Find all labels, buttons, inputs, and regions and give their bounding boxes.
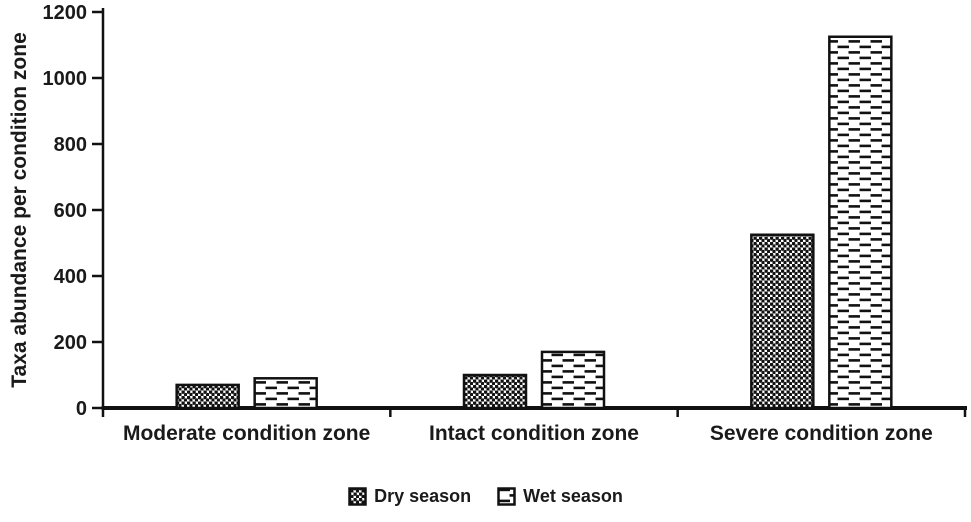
y-tick-label: 1000 (43, 68, 88, 90)
x-category-label: Severe condition zone (710, 422, 933, 445)
y-tick-label: 0 (76, 398, 87, 420)
legend-label: Dry season (374, 485, 472, 506)
legend-item-dry-season: Dry season (348, 486, 471, 507)
y-tick-label: 400 (54, 266, 87, 288)
legend-swatch-dots-icon (348, 486, 367, 506)
legend-item-wet-season: Wet season (497, 486, 623, 507)
bar-dry-season-intact-condition-zone (462, 373, 528, 410)
bar-wet-season-intact-condition-zone (540, 350, 606, 410)
legend-label: Wet season (523, 485, 623, 506)
x-category-label: Intact condition zone (429, 422, 639, 445)
y-tick-label: 1200 (43, 2, 88, 24)
legend: Dry season Wet season (0, 480, 971, 512)
y-tick-label: 800 (54, 134, 87, 156)
legend-swatch-dashes-icon (497, 486, 516, 506)
bar-wet-season-severe-condition-zone (828, 35, 893, 410)
bar-dry-season-severe-condition-zone (750, 233, 815, 410)
y-tick-label: 200 (54, 332, 87, 354)
y-axis-title: Taxa abundance per condition zone (8, 32, 31, 388)
bar-wet-season-moderate-condition-zone (253, 377, 318, 410)
y-tick-label: 600 (54, 200, 87, 222)
x-category-label: Moderate condition zone (123, 422, 370, 445)
plot-area: 0 200 400 600 800 1000 1200 Moderate condition … (8, 2, 967, 445)
bar-dry-season-moderate-condition-zone (175, 383, 240, 410)
